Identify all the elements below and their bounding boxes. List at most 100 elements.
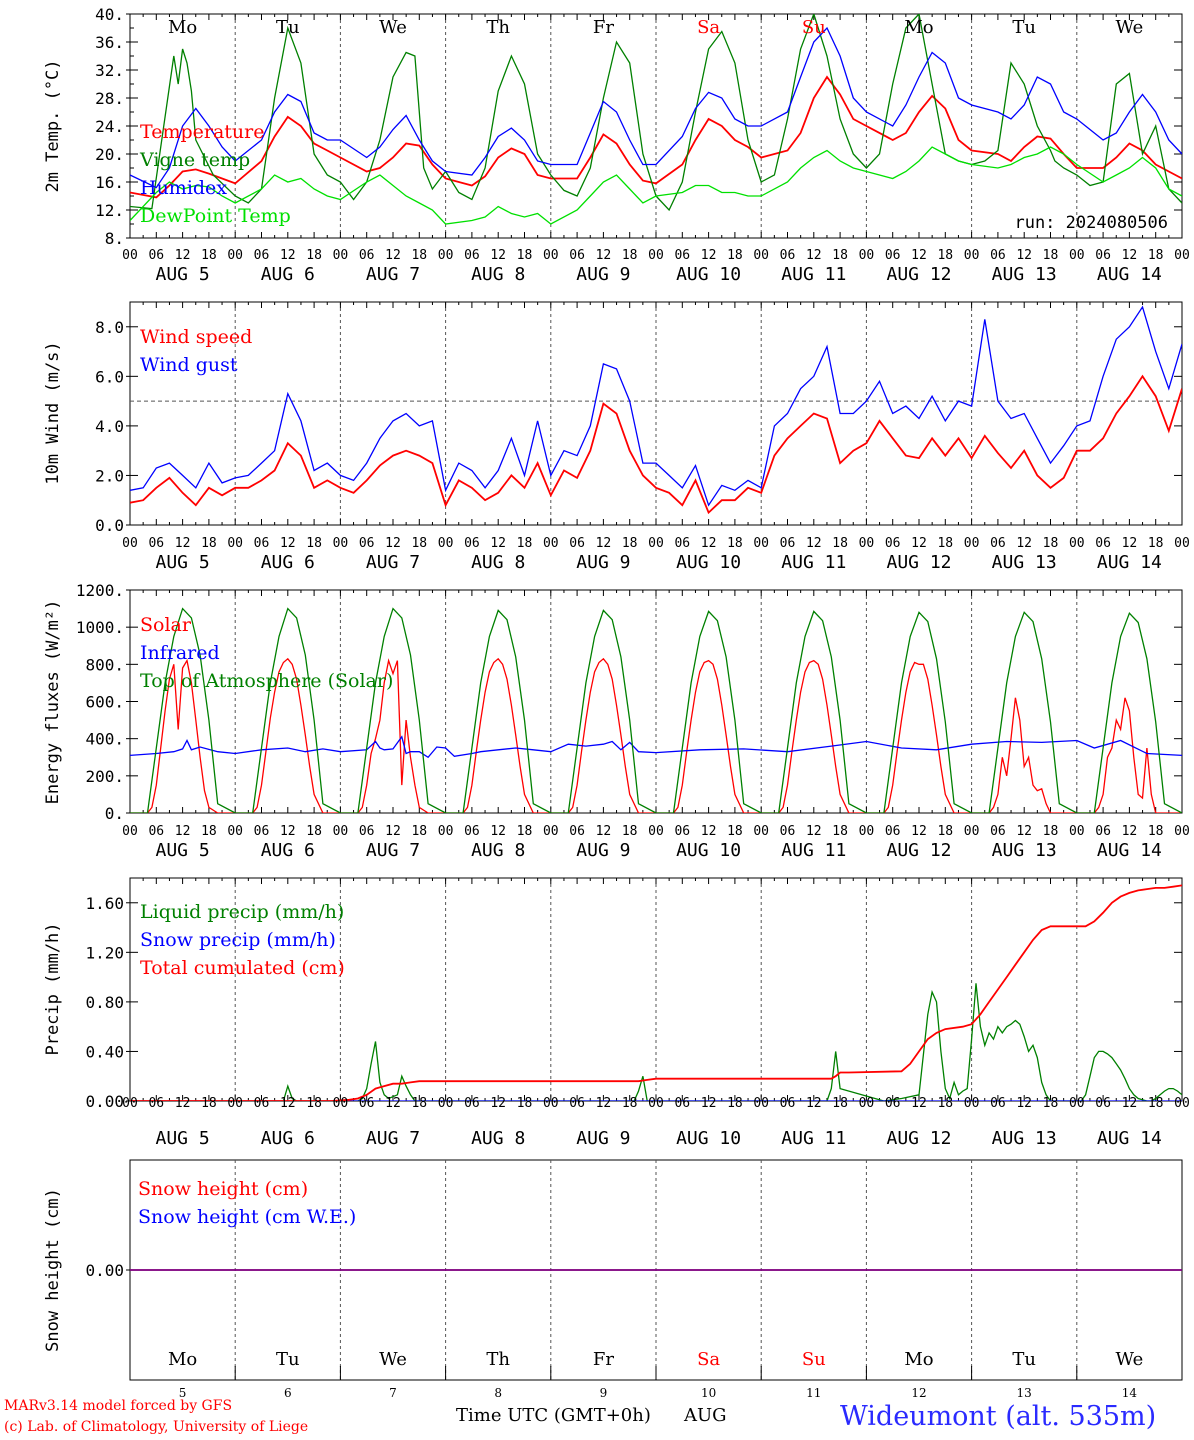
day-number: 10 <box>701 1386 716 1400</box>
temp-date-label: AUG 14 <box>1097 264 1162 285</box>
precip-hour-tick-label: 18 <box>832 1096 848 1111</box>
energy-hour-tick-label: 12 <box>911 824 927 839</box>
temp-series-temperature <box>130 75 1182 199</box>
day-name-bottom: We <box>1116 1349 1144 1370</box>
temp-series-vigne-temp <box>130 14 1182 212</box>
wind-hour-tick-label: 18 <box>411 536 427 551</box>
temp-hour-tick-label: 00 <box>1174 248 1190 263</box>
precip-hour-tick-label: 12 <box>175 1096 191 1111</box>
day-number: 12 <box>911 1386 926 1400</box>
temp-hour-tick-label: 00 <box>543 248 559 263</box>
precip-y-tick-label: 0.00 <box>85 1092 124 1111</box>
temp-hour-tick-label: 18 <box>937 248 953 263</box>
precip-hour-tick-label: 18 <box>517 1096 533 1111</box>
day-name-top: Su <box>802 17 826 38</box>
temp-hour-tick-label: 18 <box>201 248 217 263</box>
wind-date-label: AUG 8 <box>471 552 525 573</box>
energy-legend-infrared: Infrared <box>140 642 220 664</box>
temp-series-dewpoint-temp <box>130 146 1182 225</box>
day-name-top: Tu <box>276 17 300 38</box>
precip-hour-tick-label: 06 <box>990 1096 1006 1111</box>
precip-hour-tick-label: 06 <box>1095 1096 1111 1111</box>
precip-date-label: AUG 8 <box>471 1128 525 1149</box>
wind-legend-wind-speed: Wind speed <box>140 326 252 348</box>
precip-hour-tick-label: 06 <box>254 1096 270 1111</box>
energy-hour-tick-label: 12 <box>701 824 717 839</box>
energy-legend-top-of-atmosphere-solar-: Top of Atmosphere (Solar) <box>140 670 393 692</box>
precip-hour-tick-label: 00 <box>1069 1096 1085 1111</box>
temp-hour-tick-label: 12 <box>1122 248 1138 263</box>
temp-y-axis-title: 2m Temp. (°C) <box>43 59 63 192</box>
precip-hour-tick-label: 18 <box>1043 1096 1059 1111</box>
energy-hour-tick-label: 12 <box>490 824 506 839</box>
temp-y-tick-label: 40. <box>95 5 124 24</box>
temp-date-label: AUG 12 <box>886 264 951 285</box>
precip-date-label: AUG 11 <box>781 1128 846 1149</box>
wind-hour-tick-label: 06 <box>569 536 585 551</box>
precip-hour-tick-label: 06 <box>674 1096 690 1111</box>
precip-date-label: AUG 12 <box>886 1128 951 1149</box>
wind-hour-tick-label: 12 <box>385 536 401 551</box>
wind-series-wind-gust <box>130 305 1182 507</box>
precip-y-tick-label: 0.80 <box>85 993 124 1012</box>
day-number: 11 <box>806 1386 821 1400</box>
wind-date-label: AUG 10 <box>676 552 741 573</box>
energy-hour-tick-label: 00 <box>964 824 980 839</box>
precip-hour-tick-label: 00 <box>227 1096 243 1111</box>
temp-hour-tick-label: 06 <box>254 248 270 263</box>
day-name-bottom: Mo <box>168 1349 197 1370</box>
precip-hour-tick-label: 00 <box>122 1096 138 1111</box>
temp-hour-tick-label: 00 <box>438 248 454 263</box>
energy-hour-tick-label: 06 <box>254 824 270 839</box>
precip-hour-tick-label: 18 <box>937 1096 953 1111</box>
temp-hour-tick-label: 18 <box>1043 248 1059 263</box>
wind-date-label: AUG 7 <box>366 552 420 573</box>
wind-hour-tick-label: 06 <box>885 536 901 551</box>
wind-hour-tick-label: 12 <box>596 536 612 551</box>
temp-hour-tick-label: 18 <box>517 248 533 263</box>
energy-hour-tick-label: 00 <box>333 824 349 839</box>
energy-hour-tick-label: 12 <box>1016 824 1032 839</box>
temp-hour-tick-label: 12 <box>385 248 401 263</box>
energy-hour-tick-label: 18 <box>411 824 427 839</box>
temp-hour-tick-label: 12 <box>911 248 927 263</box>
energy-hour-tick-label: 00 <box>859 824 875 839</box>
precip-hour-tick-label: 12 <box>490 1096 506 1111</box>
snow-legend-snow-height-cm-w-e-: Snow height (cm W.E.) <box>138 1206 356 1228</box>
time-axis-label: Time UTC (GMT+0h) <box>456 1405 651 1426</box>
temp-hour-tick-label: 06 <box>780 248 796 263</box>
energy-date-label: AUG 12 <box>886 840 951 861</box>
copyright-credit: (c) Lab. of Climatology, University of L… <box>4 1419 309 1435</box>
temp-y-tick-label: 8. <box>105 229 124 248</box>
wind-hour-tick-label: 00 <box>648 536 664 551</box>
temp-hour-tick-label: 00 <box>1069 248 1085 263</box>
energy-hour-tick-label: 12 <box>1122 824 1138 839</box>
precip-y-axis-title: Precip (mm/h) <box>43 922 63 1055</box>
temp-hour-tick-label: 12 <box>1016 248 1032 263</box>
temp-hour-tick-label: 06 <box>148 248 164 263</box>
temp-hour-tick-label: 00 <box>227 248 243 263</box>
energy-y-tick-label: 1200. <box>76 581 124 600</box>
temp-legend-vigne-temp: Vigne temp <box>139 149 250 171</box>
energy-series-top-of-atmosphere-solar- <box>130 607 1182 813</box>
wind-hour-tick-label: 18 <box>1043 536 1059 551</box>
precip-hour-tick-label: 00 <box>333 1096 349 1111</box>
day-number: 5 <box>179 1386 187 1400</box>
temp-y-tick-label: 12. <box>95 201 124 220</box>
energy-hour-tick-label: 00 <box>543 824 559 839</box>
energy-hour-tick-label: 18 <box>622 824 638 839</box>
wind-date-label: AUG 9 <box>576 552 630 573</box>
wind-hour-tick-label: 06 <box>148 536 164 551</box>
energy-series-solar <box>130 657 1182 813</box>
day-number: 6 <box>284 1386 292 1400</box>
precip-hour-tick-label: 00 <box>438 1096 454 1111</box>
wind-y-tick-label: 6.0 <box>95 367 124 386</box>
wind-hour-tick-label: 18 <box>201 536 217 551</box>
energy-y-tick-label: 200. <box>85 767 124 786</box>
energy-date-label: AUG 13 <box>992 840 1057 861</box>
precip-hour-tick-label: 00 <box>543 1096 559 1111</box>
precip-hour-tick-label: 18 <box>201 1096 217 1111</box>
temp-y-tick-label: 16. <box>95 173 124 192</box>
temp-hour-tick-label: 06 <box>1095 248 1111 263</box>
day-name-bottom: Th <box>486 1349 510 1370</box>
